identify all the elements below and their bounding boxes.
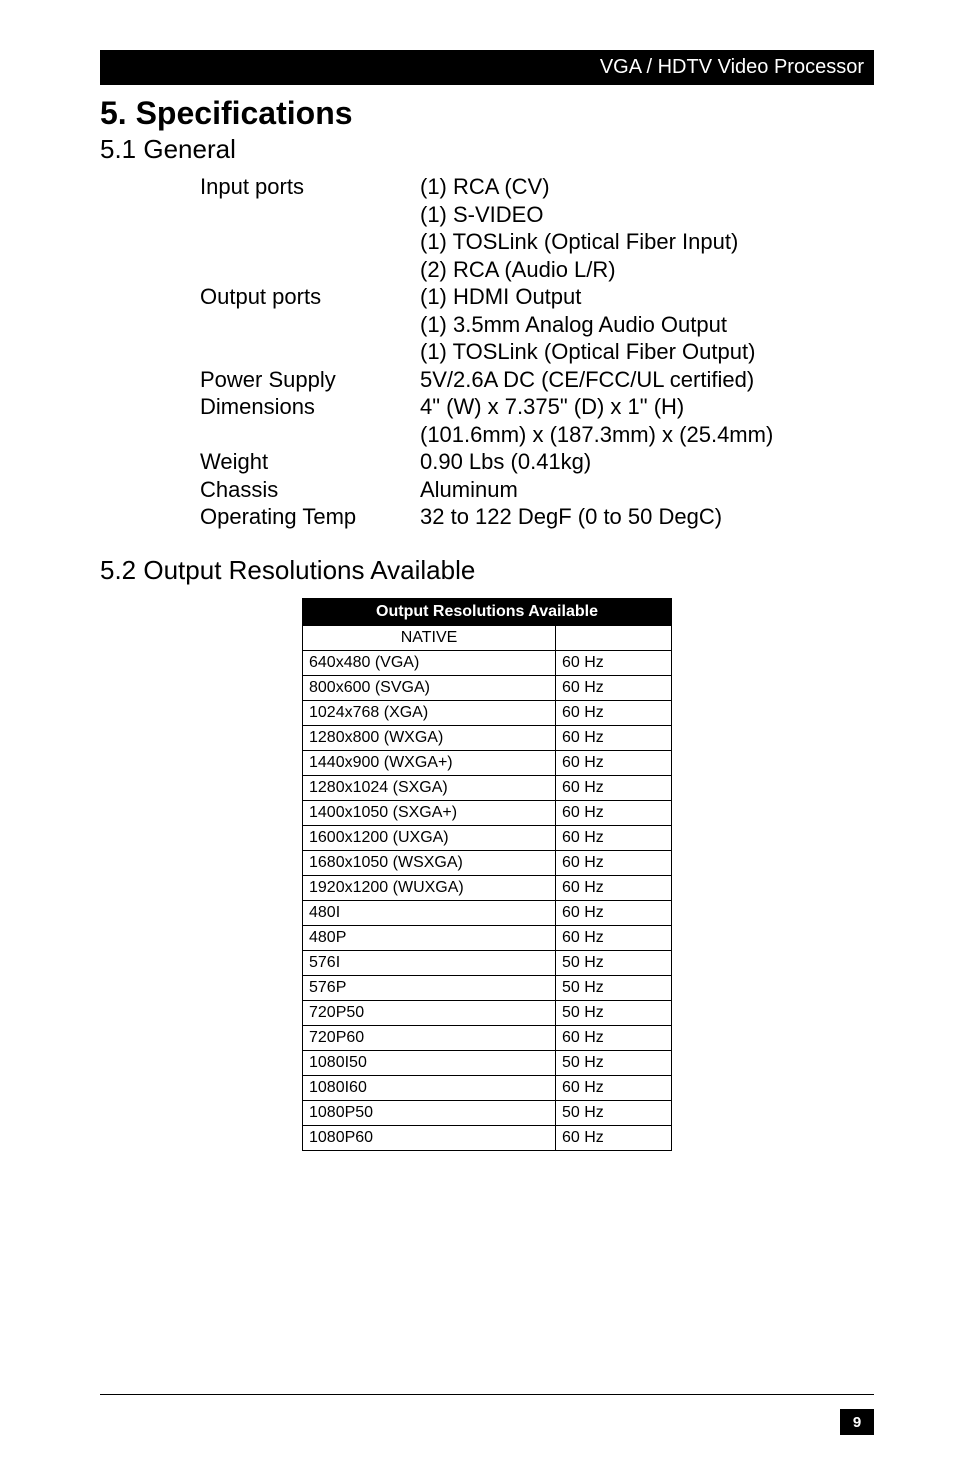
table-row: 1440x900 (WXGA+)60 Hz [303,750,672,775]
spec-value: (1) HDMI Output [420,283,874,311]
spec-label: Output ports [200,283,420,311]
spec-value: 32 to 122 DegF (0 to 50 DegC) [420,503,874,531]
spec-row: (101.6mm) x (187.3mm) x (25.4mm) [200,421,874,449]
spec-label: Chassis [200,476,420,504]
header-bar: VGA / HDTV Video Processor [100,50,874,85]
spec-value: 5V/2.6A DC (CE/FCC/UL certified) [420,366,874,394]
table-row: 800x600 (SVGA)60 Hz [303,675,672,700]
table-row: 1024x768 (XGA)60 Hz [303,700,672,725]
footer-divider [100,1394,874,1395]
spec-row: Weight 0.90 Lbs (0.41kg) [200,448,874,476]
spec-row: Chassis Aluminum [200,476,874,504]
spec-value: (1) TOSLink (Optical Fiber Input) [420,228,874,256]
spec-row: (1) S-VIDEO [200,201,874,229]
spec-label: Dimensions [200,393,420,421]
table-row: 1280x800 (WXGA)60 Hz [303,725,672,750]
table-row: 1680x1050 (WSXGA)60 Hz [303,850,672,875]
spec-value: Aluminum [420,476,874,504]
spec-row: Power Supply 5V/2.6A DC (CE/FCC/UL certi… [200,366,874,394]
table-col2-header [556,625,672,650]
table-row: 576P50 Hz [303,975,672,1000]
spec-label: Weight [200,448,420,476]
spec-row: (2) RCA (Audio L/R) [200,256,874,284]
table-row: 480I60 Hz [303,900,672,925]
spec-value: (1) RCA (CV) [420,173,874,201]
spec-value: (1) TOSLink (Optical Fiber Output) [420,338,874,366]
table-row: 1280x1024 (SXGA)60 Hz [303,775,672,800]
spec-label: Operating Temp [200,503,420,531]
spec-row: Input ports (1) RCA (CV) [200,173,874,201]
table-row: 1080I6060 Hz [303,1075,672,1100]
page-number: 9 [840,1409,874,1435]
section-heading: 5. Specifications [100,95,874,132]
spec-value: (101.6mm) x (187.3mm) x (25.4mm) [420,421,874,449]
spec-value: (2) RCA (Audio L/R) [420,256,874,284]
table-row: 720P5050 Hz [303,1000,672,1025]
table-body: 640x480 (VGA)60 Hz 800x600 (SVGA)60 Hz 1… [303,650,672,1150]
table-row: 576I50 Hz [303,950,672,975]
spec-row: Operating Temp 32 to 122 DegF (0 to 50 D… [200,503,874,531]
spec-value: 4" (W) x 7.375" (D) x 1" (H) [420,393,874,421]
header-title: VGA / HDTV Video Processor [600,56,864,78]
table-row: 480P60 Hz [303,925,672,950]
spec-row: (1) 3.5mm Analog Audio Output [200,311,874,339]
resolutions-table: Output Resolutions Available NATIVE 640x… [302,598,672,1151]
spec-value: (1) 3.5mm Analog Audio Output [420,311,874,339]
subsection-1: 5.1 General [100,134,874,165]
subsection-2: 5.2 Output Resolutions Available [100,555,874,586]
table-row: 720P6060 Hz [303,1025,672,1050]
table-row: 1080I5050 Hz [303,1050,672,1075]
spec-label: Input ports [200,173,420,201]
resolutions-table-wrap: Output Resolutions Available NATIVE 640x… [100,598,874,1151]
table-col1-header: NATIVE [303,625,556,650]
spec-row: Output ports (1) HDMI Output [200,283,874,311]
spec-value: (1) S-VIDEO [420,201,874,229]
table-row: 1920x1200 (WUXGA)60 Hz [303,875,672,900]
table-row: 1400x1050 (SXGA+)60 Hz [303,800,672,825]
spec-row: Dimensions 4" (W) x 7.375" (D) x 1" (H) [200,393,874,421]
table-row: 1080P5050 Hz [303,1100,672,1125]
table-row: 1600x1200 (UXGA)60 Hz [303,825,672,850]
spec-label: Power Supply [200,366,420,394]
table-row: 1080P6060 Hz [303,1125,672,1150]
spec-row: (1) TOSLink (Optical Fiber Output) [200,338,874,366]
specs-block: Input ports (1) RCA (CV) (1) S-VIDEO (1)… [200,173,874,531]
spec-value: 0.90 Lbs (0.41kg) [420,448,874,476]
spec-row: (1) TOSLink (Optical Fiber Input) [200,228,874,256]
table-row: 640x480 (VGA)60 Hz [303,650,672,675]
table-title: Output Resolutions Available [303,598,672,625]
